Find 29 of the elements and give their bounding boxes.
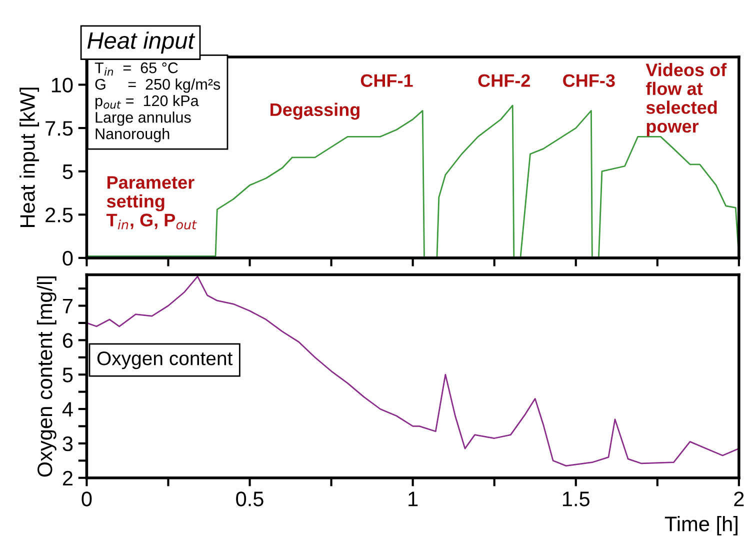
annotation: CHF-1: [360, 74, 413, 87]
y-tick-label: 6: [62, 333, 73, 348]
y-tick-label: 0: [62, 250, 73, 266]
y-tick-label: 5: [62, 368, 73, 382]
x-tick-label: 0: [82, 492, 92, 506]
x-axis-title: Time [h]: [664, 516, 738, 536]
annotation: Parameter setting T$_{in}$, G, P$_{out}$: [106, 176, 197, 230]
line-series: [86, 276, 739, 466]
annotation: CHF-3: [563, 74, 615, 87]
annotation: Degassing: [270, 102, 360, 120]
y-axis-title: Oxygen content [mg/l]: [36, 276, 56, 477]
y-axis-title: Heat input [kW]: [20, 88, 39, 227]
chart-title: Heat input: [87, 32, 196, 54]
annotation: Videos of flow at selected power: [646, 63, 727, 136]
y-tick-label: 4: [62, 402, 73, 417]
x-tick-label: 1: [408, 492, 418, 506]
y-tick-label: 5: [62, 164, 73, 180]
y-tick-label: 7.5: [46, 121, 73, 136]
y-tick-label: 10: [52, 78, 73, 92]
x-tick-label: 1.5: [562, 492, 590, 506]
annotation: Oxygen content: [97, 352, 233, 370]
y-tick-label: 3: [62, 436, 73, 452]
text: T$_{in}$ = 65 °C G = 250 kg/m²s p$_{out}$ = 120 kPa Large annulus Nanorough: [94, 62, 220, 142]
y-tick-label: 7: [63, 298, 72, 314]
x-tick-label: 0.5: [236, 492, 264, 506]
y-tick-label: 2: [62, 470, 72, 486]
y-tick-label: 2.5: [46, 208, 73, 222]
annotation: CHF-2: [478, 74, 530, 87]
x-tick-label: 2: [734, 492, 744, 506]
